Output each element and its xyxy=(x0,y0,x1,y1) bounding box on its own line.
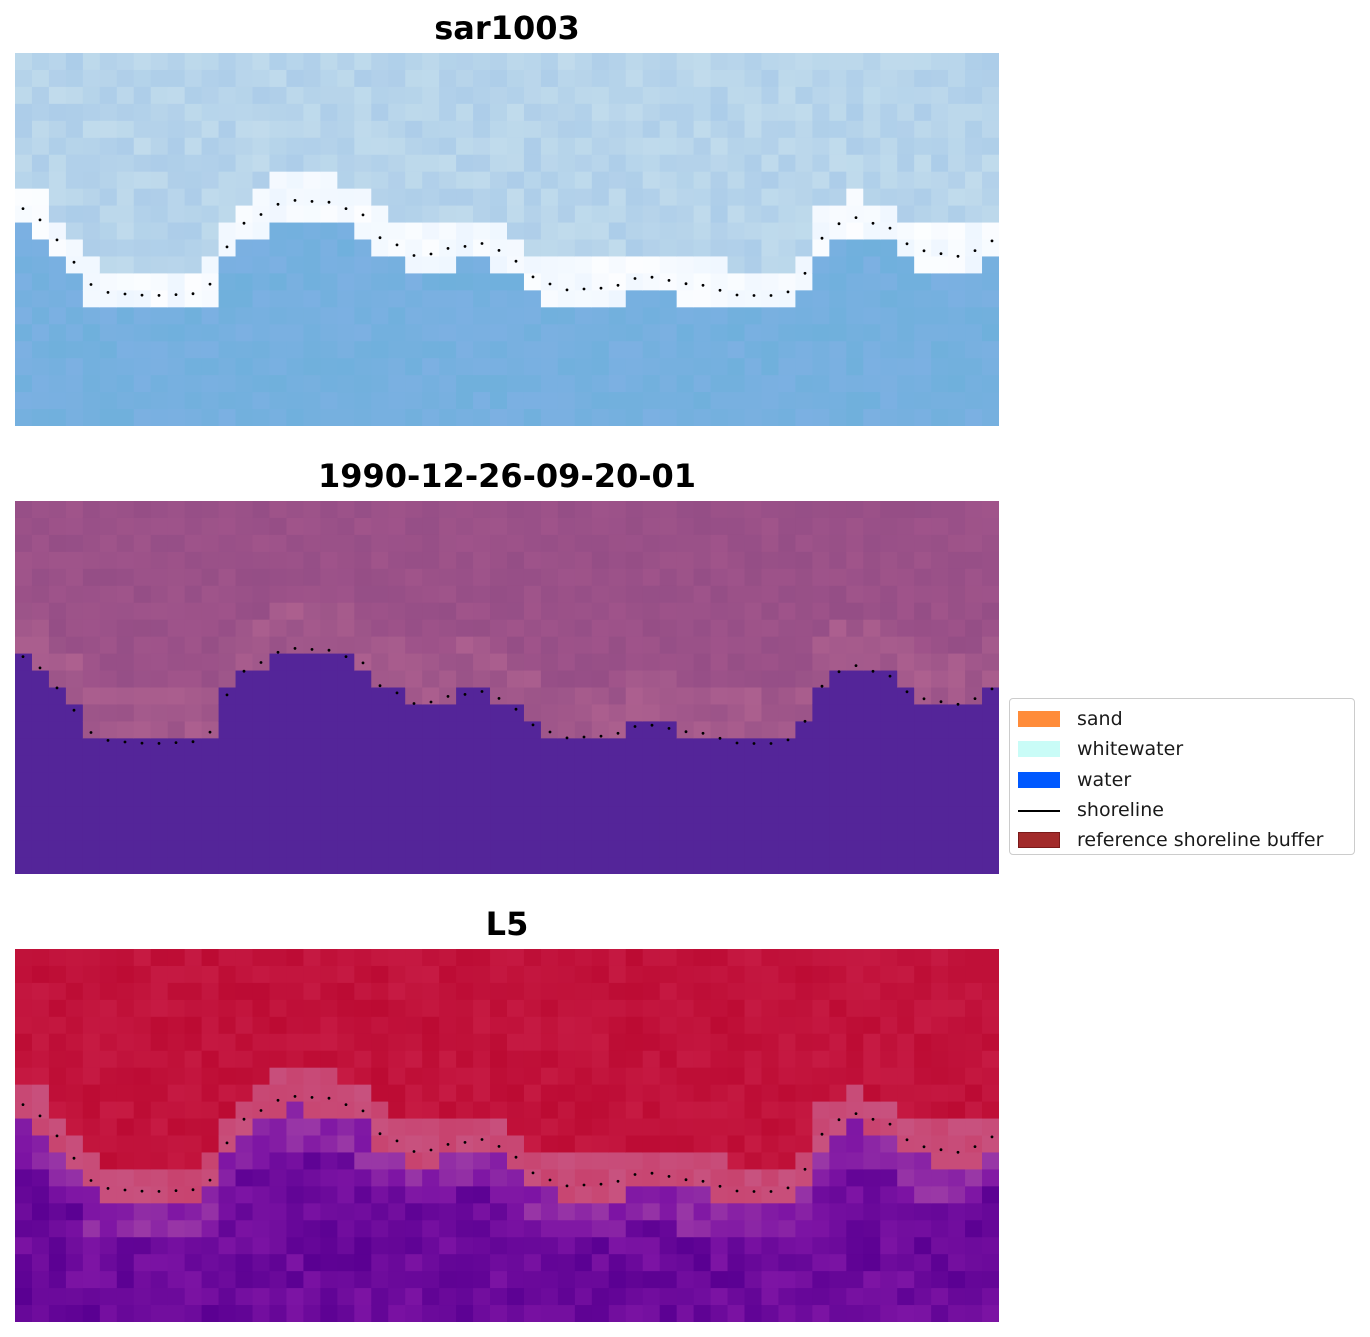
panel-classified-image xyxy=(15,501,999,874)
legend-label-sand: sand xyxy=(1077,708,1123,730)
legend-swatch-water xyxy=(1018,771,1060,788)
panel-l5-image xyxy=(15,949,999,1322)
panel-sar-image xyxy=(15,53,999,426)
legend-swatch-reference-buffer xyxy=(1018,832,1060,849)
shoreline-dots xyxy=(21,647,994,745)
legend: sand whitewater water shoreline referenc… xyxy=(1009,698,1355,855)
legend-label-whitewater: whitewater xyxy=(1077,738,1184,761)
legend-swatch-whitewater xyxy=(1018,741,1060,758)
shoreline-dots xyxy=(21,1095,994,1193)
legend-label-water: water xyxy=(1077,768,1132,791)
legend-item-sand: sand xyxy=(1010,705,1354,735)
legend-label-reference-buffer: reference shoreline buffer xyxy=(1077,829,1324,852)
panel-title-date: 1990-12-26-09-20-01 xyxy=(317,457,697,495)
panel-title-l5: L5 xyxy=(485,905,529,943)
legend-swatch-shoreline xyxy=(1018,809,1060,812)
legend-item-whitewater: whitewater xyxy=(1010,735,1354,765)
legend-item-shoreline: shoreline xyxy=(1010,796,1354,826)
legend-swatch-sand xyxy=(1018,711,1060,727)
legend-label-shoreline: shoreline xyxy=(1077,798,1164,821)
panel-title-sar: sar1003 xyxy=(434,9,580,47)
legend-item-water: water xyxy=(1010,766,1354,796)
legend-item-reference-buffer: reference shoreline buffer xyxy=(1010,826,1354,856)
shoreline-dots xyxy=(21,199,994,297)
